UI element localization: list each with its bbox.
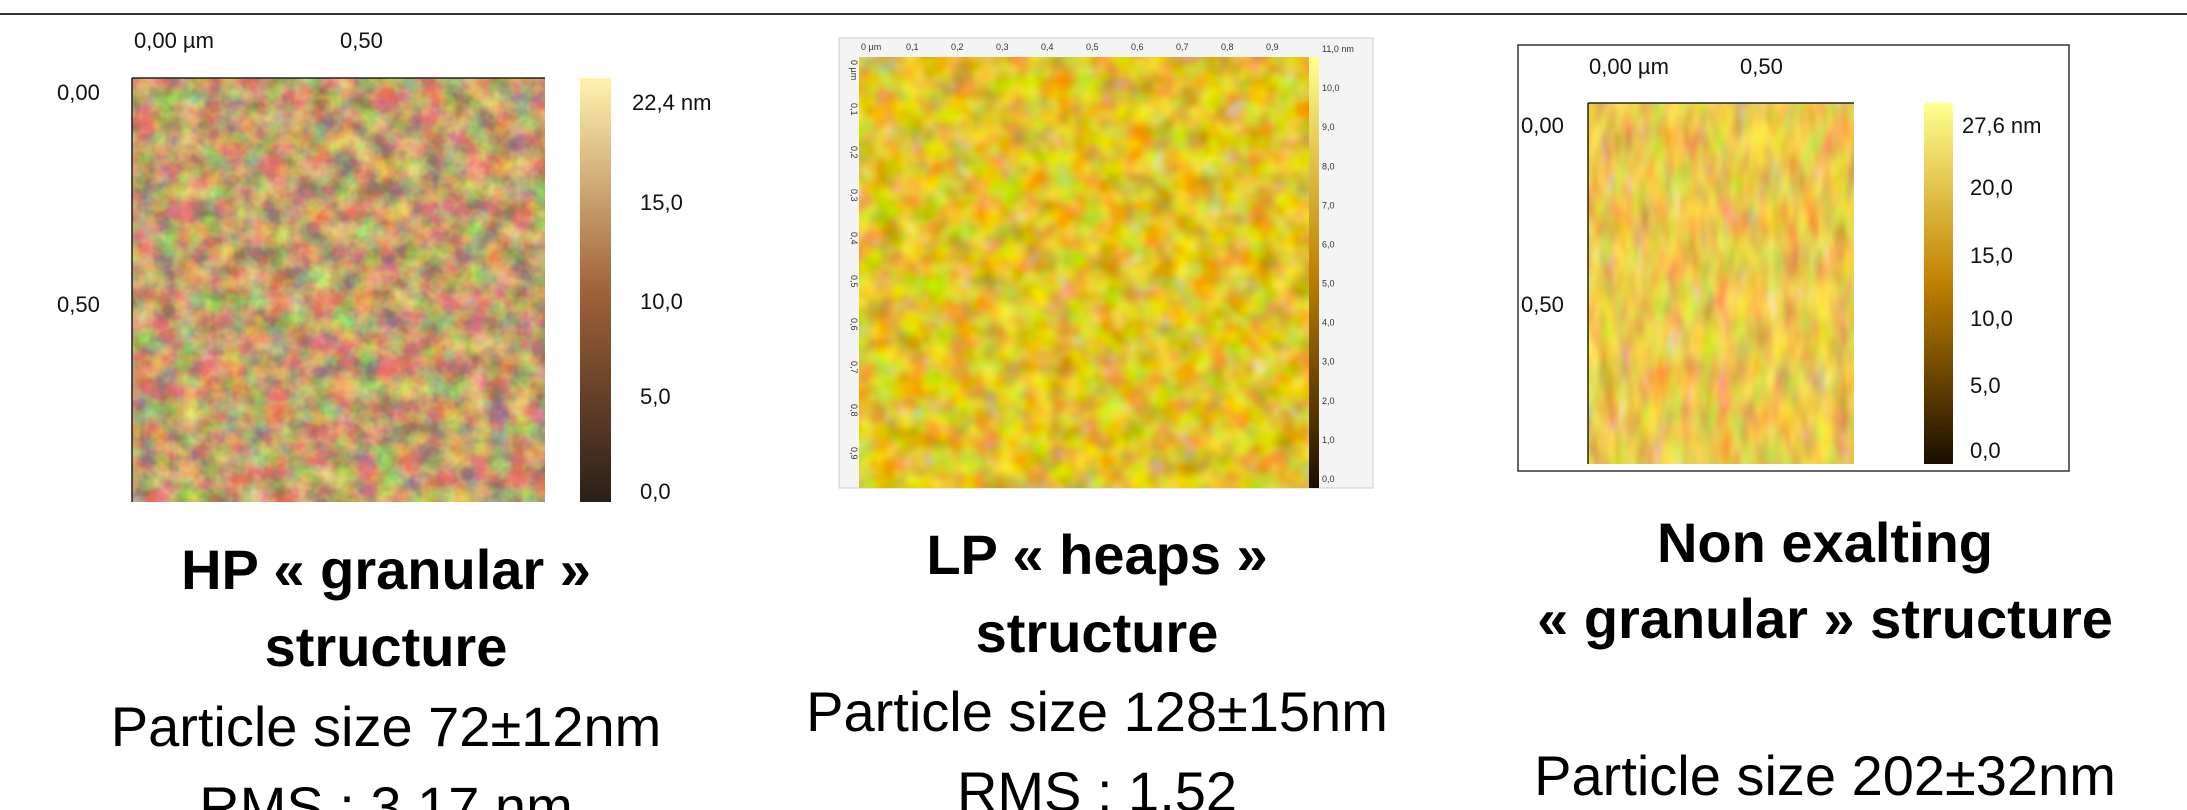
colorbar-label: 3,0 [1322,357,1335,367]
colorbar-label: 9,0 [1322,122,1335,132]
panel-title: structure [265,615,508,678]
afm-image [859,57,1309,488]
colorbar-label: 27,6 nm [1962,113,2042,138]
colorbar-label: 7,0 [1322,200,1335,210]
y-label: 0,4 [849,232,859,245]
colorbar-label: 0,0 [640,479,671,504]
x-label: 0,9 [1266,42,1279,52]
x-label: 0,5 [1086,42,1099,52]
y-label: 0,3 [849,189,859,202]
y-label: 0,5 [849,275,859,288]
panel-title: Non exalting [1657,511,1993,574]
x-label: 0,8 [1221,42,1234,52]
y-label: 0,1 [849,103,859,116]
colorbar-label: 10,0 [640,289,683,314]
x-label: 0,50 [1740,54,1783,79]
panel-2-scales: 0 µm 0,1 0,2 0,3 0,4 0,5 0,6 0,7 0,8 0,9 0 µm 0,1 0,… [849,42,1354,484]
particle-size: Particle size 128±15nm [806,680,1388,743]
colorbar-label: 5,0 [1322,279,1335,289]
panel-title: « granular » structure [1537,587,2113,650]
particle-size: Particle size 202±32nm [1534,744,2116,807]
particle-size: Particle size 72±12nm [111,695,662,758]
colorbar [580,78,611,502]
x-label: 0,1 [906,42,919,52]
image-frame [1517,44,2070,472]
colorbar-label: 11,0 nm [1322,44,1354,54]
y-label: 0,2 [849,146,859,159]
x-label: 0,50 [340,28,383,53]
colorbar-label: 22,4 nm [632,90,712,115]
y-label: 0,50 [1521,292,1564,317]
colorbar-label: 5,0 [1970,373,2001,398]
colorbar-label: 0,0 [1970,438,2001,463]
rms: RMS : 3,17 nm [199,775,572,810]
y-label: 0,00 [1521,113,1564,138]
x-label: 0 µm [861,42,881,52]
colorbar [1309,57,1319,488]
colorbar-label: 15,0 [1970,243,2013,268]
colorbar-label: 1,0 [1322,435,1335,445]
y-label: 0,6 [849,318,859,331]
colorbar-label: 6,0 [1322,239,1335,249]
y-label: 0,7 [849,361,859,374]
colorbar-label: 0,0 [1322,474,1335,484]
y-label: 0 µm [849,60,859,80]
colorbar [1924,103,1953,464]
colorbar-label: 20,0 [1970,175,2013,200]
panel-title: LP « heaps » [926,523,1267,586]
rms: RMS : 1,52 [957,760,1237,810]
x-label: 0,4 [1041,42,1054,52]
colorbar-label: 8,0 [1322,161,1335,171]
afm-image [1588,103,1854,464]
afm-image [132,78,545,502]
colorbar-label: 5,0 [640,384,671,409]
x-label: 0,00 µm [134,28,214,53]
colorbar-label: 10,0 [1322,83,1340,93]
y-label: 0,50 [57,292,100,317]
x-label: 0,3 [996,42,1009,52]
panel-title: HP « granular » [181,538,591,601]
x-label: 0,00 µm [1589,54,1669,79]
colorbar-label: 4,0 [1322,318,1335,328]
y-label: 0,8 [849,404,859,417]
x-label: 0,2 [951,42,964,52]
colorbar-label: 2,0 [1322,396,1335,406]
x-label: 0,6 [1131,42,1144,52]
x-label: 0,7 [1176,42,1189,52]
y-label: 0,00 [57,80,100,105]
colorbar-label: 15,0 [640,190,683,215]
colorbar-label: 10,0 [1970,306,2013,331]
panel-title: structure [976,601,1219,664]
y-label: 0,9 [849,447,859,460]
